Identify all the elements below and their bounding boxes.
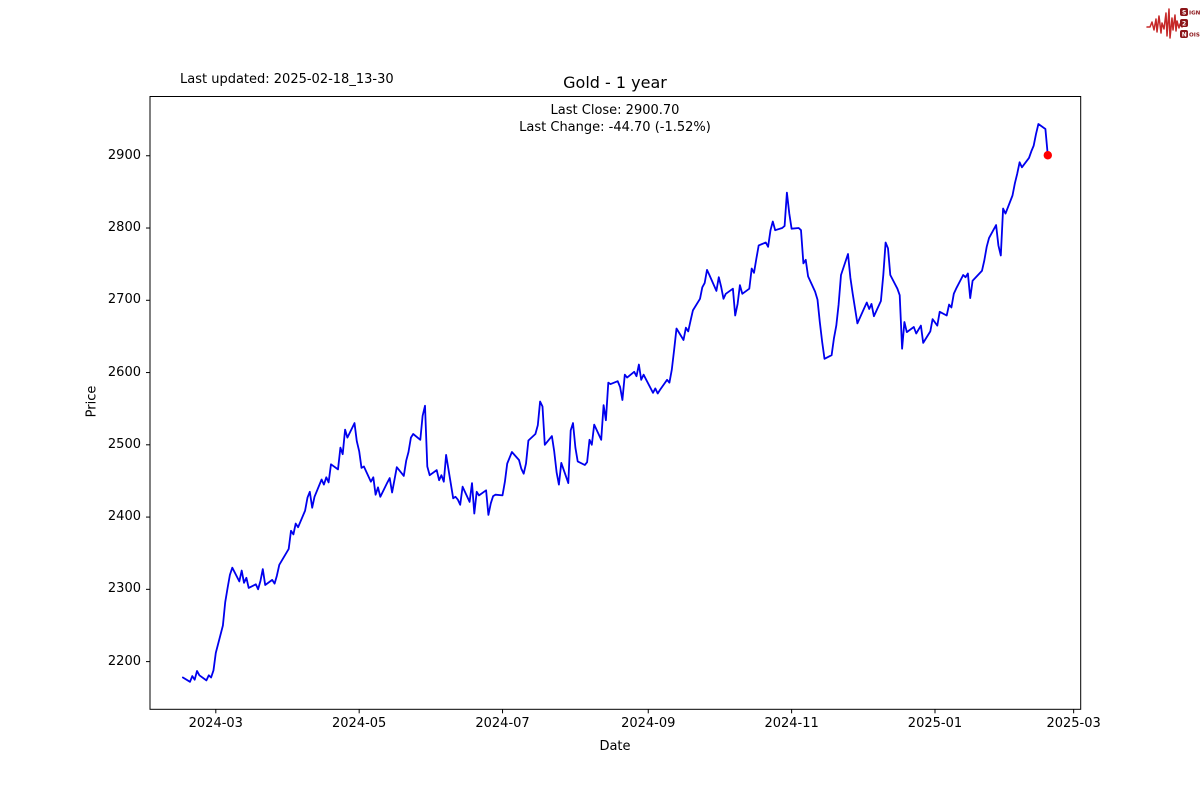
x-tick-label: 2024-05 (332, 716, 387, 732)
plot-border (149, 96, 1082, 710)
x-tick-label: 2024-09 (621, 716, 676, 732)
signal-2-noise-logo: S IGNAL 2 N OISE (1146, 8, 1200, 39)
x-tick-label: 2025-03 (1046, 716, 1101, 732)
last-updated-text: Last updated: 2025-02-18_13-30 (180, 72, 394, 87)
last-price-marker (1043, 151, 1052, 160)
logo-waveform-icon (1146, 8, 1183, 39)
svg-text:IGNAL: IGNAL (1189, 10, 1200, 16)
y-tick-label: 2300 (107, 581, 141, 597)
svg-text:2: 2 (1182, 21, 1186, 28)
y-tick-label: 2200 (107, 653, 141, 669)
x-axis-label: Date (599, 739, 631, 754)
y-tick-label: 2600 (107, 364, 141, 380)
svg-text:N: N (1182, 32, 1187, 39)
last-close-annotation: Last Close: 2900.70 (550, 103, 680, 118)
y-tick-label: 2500 (107, 436, 141, 452)
svg-text:OISE: OISE (1189, 32, 1200, 38)
last-change-annotation: Last Change: -44.70 (-1.52%) (519, 119, 711, 135)
x-tick-label: 2024-07 (475, 716, 530, 732)
y-tick-label: 2700 (107, 292, 141, 308)
x-tick-label: 2024-03 (188, 716, 243, 732)
y-tick-label: 2900 (107, 147, 141, 163)
price-line (181, 123, 1049, 683)
x-tick-label: 2024-11 (764, 716, 819, 732)
chart-title: Gold - 1 year (563, 73, 667, 92)
svg-text:S: S (1182, 10, 1186, 17)
x-tick-label: 2025-01 (907, 716, 963, 732)
y-tick-label: 2400 (107, 509, 141, 525)
y-tick-label: 2800 (107, 220, 141, 236)
logo-text: S IGNAL 2 N OISE (1180, 8, 1200, 39)
